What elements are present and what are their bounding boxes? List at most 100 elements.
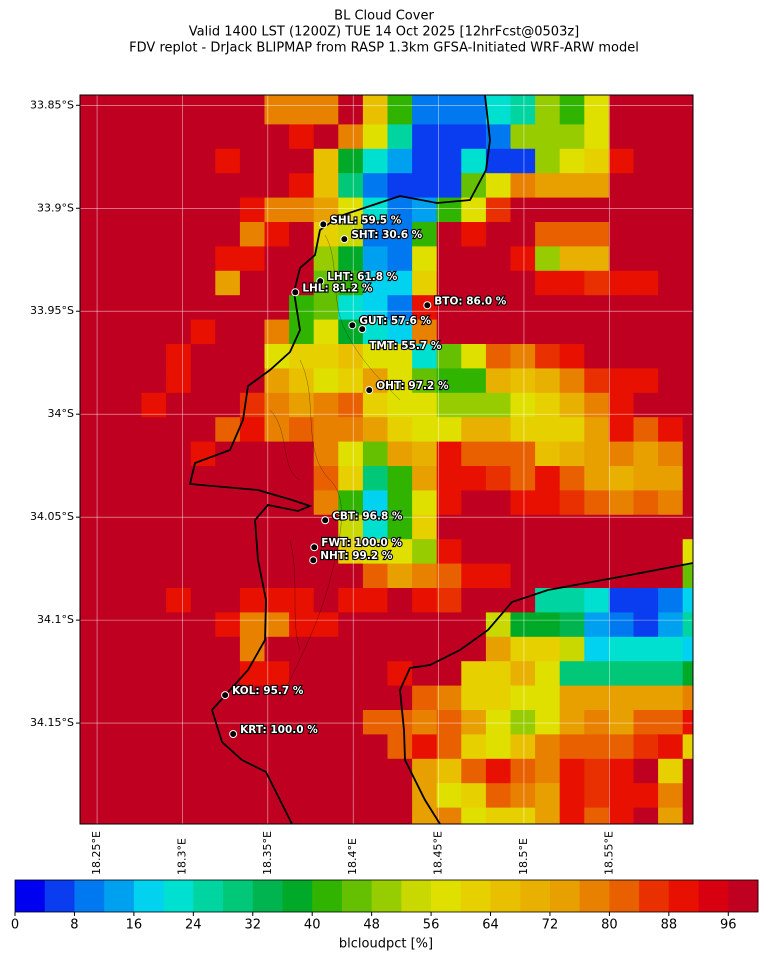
grid-cell xyxy=(80,392,93,418)
grid-cell xyxy=(535,636,561,662)
grid-cell xyxy=(584,392,610,418)
grid-cell xyxy=(436,246,462,272)
grid-cell xyxy=(239,539,265,565)
colorbar-tick-label: 32 xyxy=(244,918,261,933)
x-tick-label: 18.3°E xyxy=(175,838,188,875)
grid-cell xyxy=(535,807,561,824)
grid-cell xyxy=(535,685,561,711)
title: BL Cloud Cover xyxy=(334,9,434,24)
grid-cell xyxy=(436,466,462,491)
grid-cell xyxy=(80,319,93,345)
grid-cell xyxy=(264,710,290,735)
grid-cell xyxy=(362,173,388,199)
grid-cell xyxy=(658,392,684,418)
grid-cell xyxy=(190,197,216,223)
grid-cell xyxy=(80,490,93,516)
grid-cell xyxy=(485,734,511,760)
grid-cell xyxy=(289,148,315,174)
grid-cell xyxy=(338,148,364,174)
grid-cell xyxy=(313,295,339,321)
grid-cell xyxy=(436,758,462,784)
grid-cell xyxy=(485,466,511,491)
grid-cell xyxy=(535,173,561,199)
grid-cell xyxy=(80,246,93,272)
grid-cell xyxy=(362,441,388,467)
grid-cell xyxy=(485,222,511,247)
grid-cell xyxy=(633,588,659,613)
grid-cell xyxy=(313,758,339,784)
grid-cell xyxy=(535,295,561,321)
grid-cell xyxy=(264,173,290,199)
grid-cell xyxy=(338,344,364,369)
colorbar-segment xyxy=(74,880,105,912)
grid-cell xyxy=(682,295,693,321)
station-label: KRT: 100.0 % xyxy=(240,724,318,736)
grid-cell xyxy=(584,295,610,321)
grid-cell xyxy=(215,685,241,711)
grid-cell xyxy=(584,466,610,491)
grid-cell xyxy=(80,539,93,565)
grid-cell xyxy=(682,661,693,687)
grid-cell xyxy=(608,490,634,516)
grid-cell xyxy=(141,807,167,824)
grid-cell xyxy=(166,197,192,223)
grid-cell xyxy=(166,734,192,760)
grid-cell xyxy=(608,685,634,711)
contour xyxy=(324,234,401,401)
grid-cell xyxy=(633,514,659,540)
grid-cell xyxy=(92,95,118,125)
grid-cell xyxy=(239,368,265,394)
grid-cell xyxy=(116,661,142,687)
grid-cell xyxy=(92,124,118,150)
grid-cell xyxy=(412,612,438,638)
grid-cell xyxy=(166,270,192,296)
station-label: LHT: 61.8 % xyxy=(327,271,397,283)
grid-cell xyxy=(608,807,634,824)
grid-cell xyxy=(239,246,265,272)
grid-cell xyxy=(633,173,659,199)
grid-cell xyxy=(338,636,364,662)
grid-cell xyxy=(485,246,511,272)
x-tick-label: 18.5°E xyxy=(517,838,530,875)
grid-cell xyxy=(682,466,693,491)
grid-cell xyxy=(387,636,413,662)
grid-cell xyxy=(485,710,511,735)
grid-cell xyxy=(559,783,585,809)
x-tick-label: 18.35°E xyxy=(261,831,274,875)
grid-cell xyxy=(190,392,216,418)
grid-cell xyxy=(80,173,93,199)
grid-cell xyxy=(116,148,142,174)
grid-cell xyxy=(362,95,388,125)
grid-cell xyxy=(362,222,388,247)
grid-cell xyxy=(412,563,438,589)
grid-cell xyxy=(313,392,339,418)
grid-cell xyxy=(461,222,487,247)
grid-cell xyxy=(633,368,659,394)
grid-cell xyxy=(141,490,167,516)
grid-cell xyxy=(338,807,364,824)
grid-cell xyxy=(658,344,684,369)
grid-cell xyxy=(584,197,610,223)
grid-cell xyxy=(215,417,241,443)
grid-cell xyxy=(80,344,93,369)
grid-cell xyxy=(559,710,585,735)
grid-cell xyxy=(608,661,634,687)
grid-cell xyxy=(559,588,585,613)
grid-cell xyxy=(682,588,693,613)
grid-cell xyxy=(92,636,118,662)
grid-cell xyxy=(658,783,684,809)
grid-cell xyxy=(584,173,610,199)
grid-cell xyxy=(510,173,536,199)
grid-cell xyxy=(190,636,216,662)
colorbar-segment xyxy=(668,880,699,912)
grid-cell xyxy=(485,197,511,223)
grid-cell xyxy=(313,441,339,467)
grid-cell xyxy=(215,392,241,418)
grid-cell xyxy=(166,514,192,540)
colorbar-tick-label: 16 xyxy=(126,918,143,933)
grid-cell xyxy=(682,441,693,467)
grid-cell xyxy=(510,148,536,174)
grid-cell xyxy=(166,344,192,369)
colorbar-segment xyxy=(15,880,46,912)
grid-cell xyxy=(264,295,290,321)
